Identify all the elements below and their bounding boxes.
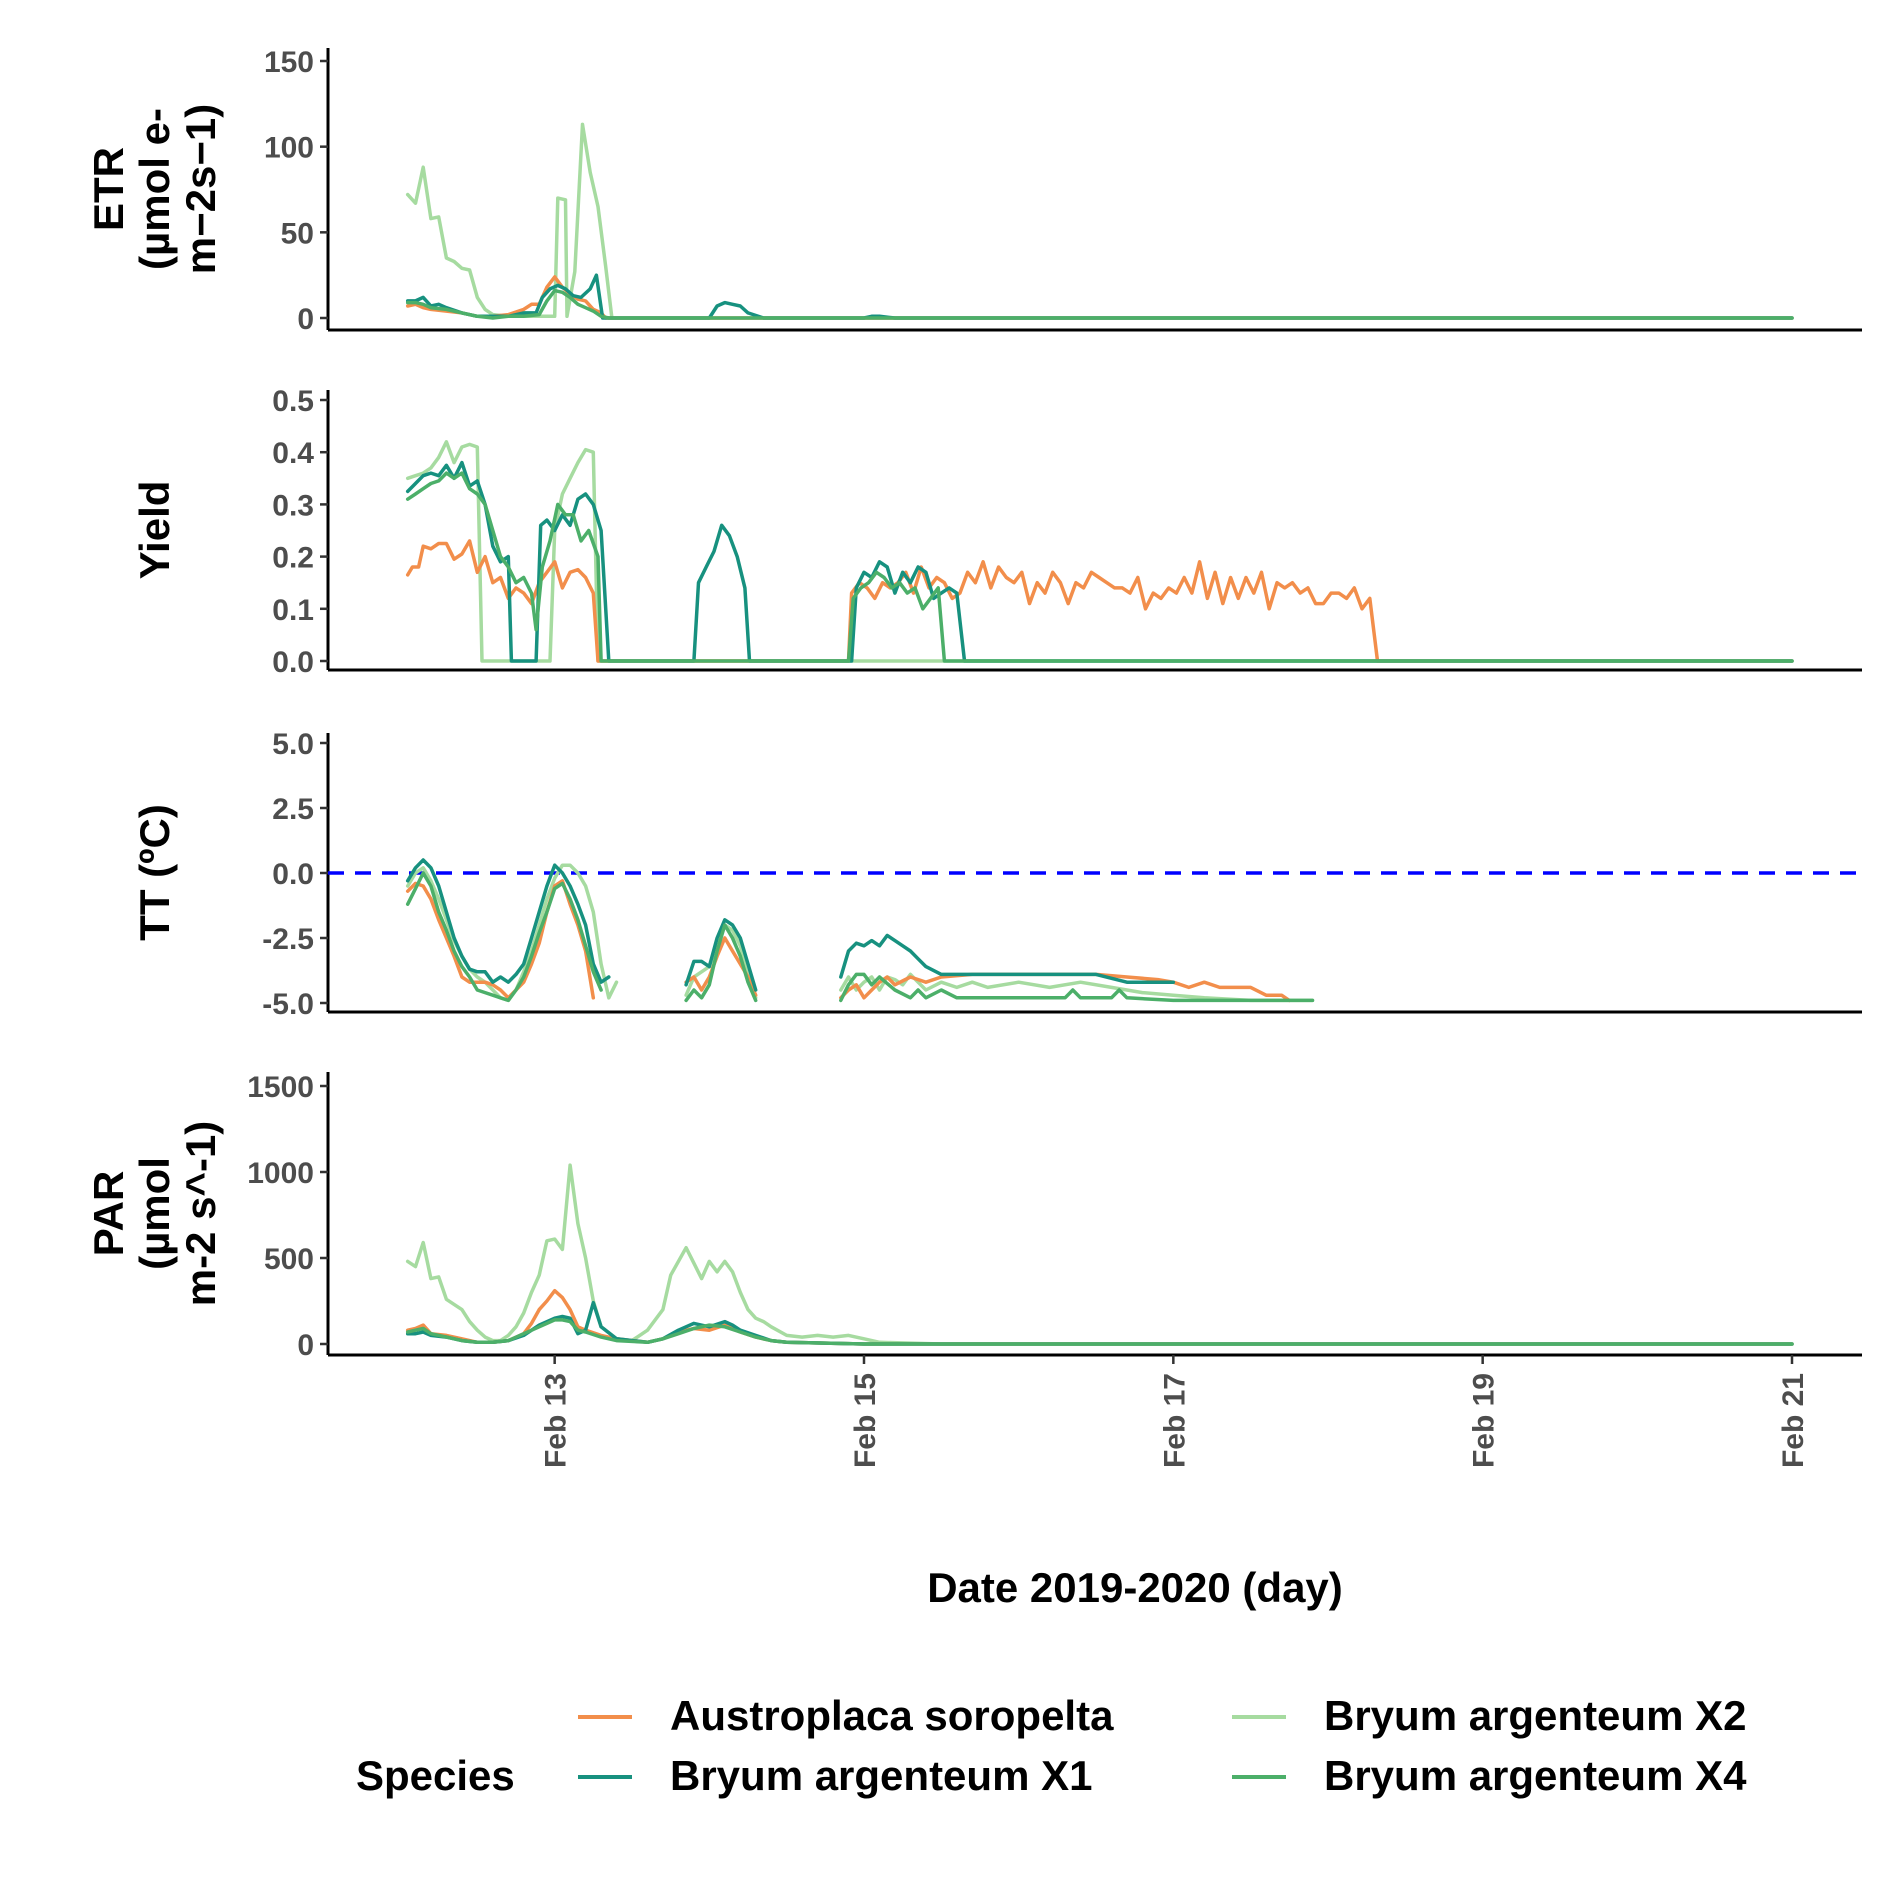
series-line-bryum-argenteum-x4 (405, 1318, 1794, 1346)
series-line-austroplaca-soropelta (405, 275, 1794, 320)
series-line-bryum-argenteum-x2 (405, 1163, 1794, 1346)
x-tick-label: Feb 17 (1158, 1373, 1191, 1468)
series-group (405, 440, 1794, 663)
y-tick-label: 0.5 (272, 385, 314, 418)
y-axis-title: TT (ºC) (131, 804, 178, 941)
series-line-bryum-argenteum-x2 (405, 122, 1794, 320)
legend-label: Bryum argenteum X2 (1324, 1692, 1746, 1739)
y-tick-label: 0.0 (272, 858, 314, 891)
y-tick-label: 5.0 (272, 728, 314, 761)
series-line-bryum-argenteum-x2 (405, 440, 1794, 663)
y-axis-title-line: ETR (85, 147, 132, 231)
x-axis-title: Date 2019-2020 (day) (927, 1564, 1343, 1611)
legend-item: Bryum argenteum X2 (1232, 1692, 1746, 1739)
y-axis-title: ETR(µmol e-m−2s−1) (85, 104, 224, 274)
legend-title: Species (356, 1752, 515, 1799)
series-line-bryum-argenteum-x1 (405, 273, 1794, 320)
y-axis-title: Yield (131, 481, 178, 580)
series-line-bryum-argenteum-x4 (405, 471, 1794, 663)
y-tick-label: 0.1 (272, 594, 314, 627)
y-axis-title-line: (µmol e- (131, 108, 178, 270)
series-line-bryum-argenteum-x4 (405, 871, 1315, 1003)
y-tick-label: 500 (264, 1243, 314, 1276)
x-tick-label: Feb 19 (1468, 1373, 1501, 1468)
legend-label: Austroplaca soropelta (670, 1692, 1114, 1739)
legend-item: Bryum argenteum X4 (1232, 1752, 1747, 1799)
panel-1: 0 50 100 150 ETR(µmol e-m−2s−1) (85, 46, 1862, 336)
x-tick-label: Feb 21 (1777, 1373, 1810, 1468)
legend-label: Bryum argenteum X1 (670, 1752, 1092, 1799)
legend-label: Bryum argenteum X4 (1324, 1752, 1747, 1799)
y-tick-label: 50 (281, 217, 314, 250)
y-tick-label: 2.5 (272, 793, 314, 826)
y-tick-label: 1500 (247, 1071, 314, 1104)
y-tick-label: 0.4 (272, 437, 314, 470)
panel-4: 0 500 1000 1500 PAR(µmolm-2 s^-1) (85, 1071, 1862, 1362)
series-group (405, 858, 1315, 1003)
y-tick-label: 100 (264, 132, 314, 165)
series-group (405, 1163, 1794, 1346)
y-axis-title-line: m-2 s^-1) (177, 1121, 224, 1307)
y-tick-label: 0 (297, 1329, 314, 1362)
y-tick-label: 0.2 (272, 542, 314, 575)
x-axis: Feb 13 Feb 15 Feb 17 Feb 19 Feb 21 (540, 1355, 1810, 1468)
legend: Species Austroplaca soropelta Bryum argen… (356, 1692, 1747, 1799)
series-line-austroplaca-soropelta (405, 539, 1794, 663)
y-axis-title: PAR(µmolm-2 s^-1) (85, 1121, 224, 1307)
y-tick-label: 0 (297, 303, 314, 336)
y-tick-label: 1000 (247, 1157, 314, 1190)
series-line-bryum-argenteum-x1 (405, 460, 1794, 663)
series-line-bryum-argenteum-x4 (405, 288, 1794, 320)
series-group (405, 122, 1794, 320)
y-axis-title-line: m−2s−1) (177, 104, 224, 274)
y-tick-label: -5.0 (262, 988, 314, 1021)
y-tick-label: -2.5 (262, 923, 314, 956)
legend-item: Austroplaca soropelta (578, 1692, 1114, 1739)
y-axis-title-line: (µmol (131, 1157, 178, 1270)
legend-item: Bryum argenteum X1 (578, 1752, 1092, 1799)
y-axis-title-line: TT (ºC) (131, 804, 178, 941)
y-axis-title-line: Yield (131, 481, 178, 580)
y-axis-title-line: PAR (85, 1171, 132, 1257)
series-line-bryum-argenteum-x1 (405, 858, 1176, 992)
y-tick-label: 0.0 (272, 646, 314, 679)
x-tick-label: Feb 13 (540, 1373, 573, 1468)
y-tick-label: 150 (264, 46, 314, 79)
panel-3: -5.0 -2.5 0.0 2.5 5.0 TT (ºC) (131, 728, 1862, 1021)
y-tick-label: 0.3 (272, 489, 314, 522)
x-tick-label: Feb 15 (849, 1373, 882, 1468)
series-line-bryum-argenteum-x1 (405, 1300, 1794, 1346)
panel-2: 0.0 0.1 0.2 0.3 0.4 0.5 Yield (131, 385, 1862, 679)
